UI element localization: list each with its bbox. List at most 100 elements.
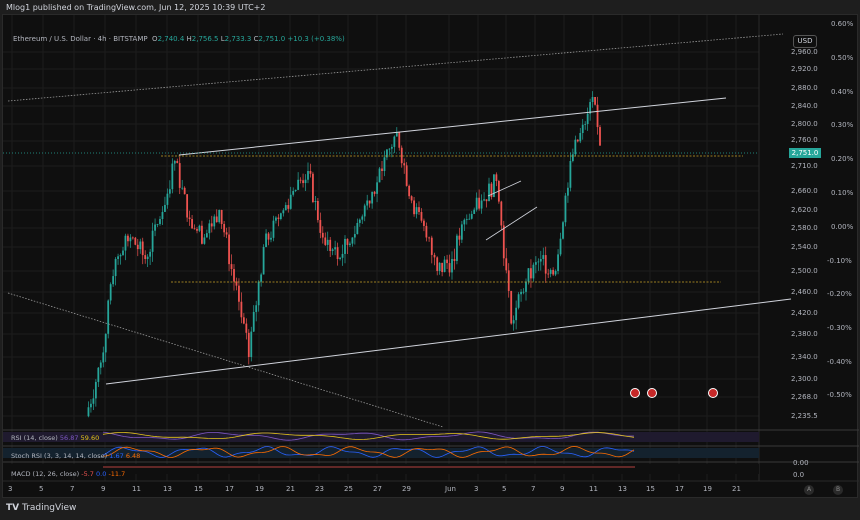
- candle-body: [493, 174, 495, 197]
- candle-body: [373, 191, 376, 194]
- chart-panel[interactable]: Ethereum / U.S. Dollar · 4h · BITSTAMP O…: [2, 14, 859, 499]
- price-tick-label: 2,340.0: [791, 353, 818, 361]
- candle-body: [314, 200, 317, 203]
- candle-body: [559, 238, 562, 255]
- candle-body: [112, 276, 115, 285]
- candle-body: [205, 233, 208, 238]
- auto-scale-button[interactable]: A: [804, 485, 814, 495]
- candle-body: [349, 243, 351, 245]
- macd-label: MACD (12, 26, close): [11, 470, 80, 478]
- candle-body: [386, 149, 388, 158]
- candle-body: [430, 237, 433, 255]
- last-price-tag: 2,751.0: [789, 148, 821, 158]
- candle-body: [161, 211, 164, 219]
- rsi-ma-line: [102, 432, 635, 440]
- candle-body: [331, 249, 334, 251]
- candle-body: [420, 211, 423, 221]
- candle-body: [425, 225, 428, 238]
- candle-body: [579, 133, 582, 142]
- candle-body: [433, 254, 436, 258]
- price-tick-label: 2,660.0: [791, 187, 818, 195]
- us-event-flag-icon[interactable]: [630, 388, 640, 398]
- candle-body: [390, 146, 393, 149]
- candle-body: [408, 185, 411, 197]
- candle-body: [527, 268, 530, 282]
- candle-body: [490, 183, 493, 197]
- candle-body: [99, 362, 102, 368]
- price-tick-label: 2,760.0: [791, 136, 818, 144]
- candle-body: [117, 256, 119, 259]
- macd-signal-value: -11.7: [108, 470, 126, 478]
- candle-body: [502, 225, 505, 259]
- candle-body: [589, 102, 592, 114]
- candle-body: [119, 255, 122, 257]
- candle-body: [485, 199, 488, 202]
- candle-body: [438, 262, 441, 271]
- candle-body: [218, 210, 221, 223]
- candle-body: [173, 161, 176, 164]
- currency-button[interactable]: USD: [793, 35, 817, 48]
- candle-body: [562, 222, 564, 239]
- candle-body: [358, 219, 361, 223]
- candle-body: [131, 237, 134, 239]
- candle-body: [260, 274, 263, 282]
- candle-body: [378, 168, 381, 183]
- log-scale-button[interactable]: B: [833, 485, 843, 495]
- candle-body: [149, 251, 152, 257]
- candle-body: [542, 255, 545, 259]
- candle-body: [109, 284, 112, 301]
- candle-body: [304, 179, 307, 184]
- candle-body: [102, 352, 105, 363]
- candle-body: [512, 320, 515, 324]
- candle-body: [307, 171, 309, 180]
- candle-body: [321, 232, 324, 238]
- candle-body: [344, 238, 346, 254]
- candle-body: [141, 241, 144, 256]
- candle-body: [297, 179, 300, 190]
- candle-body: [240, 301, 243, 318]
- stoch-d-line: [102, 446, 635, 458]
- candle-body: [363, 205, 366, 217]
- candle-body: [235, 281, 238, 286]
- candle-body: [525, 281, 527, 292]
- candle-body: [316, 200, 319, 221]
- candle-body: [210, 223, 213, 227]
- candle-body: [245, 323, 248, 333]
- chart-canvas[interactable]: [3, 15, 859, 499]
- x-tick-label: 7: [70, 485, 75, 493]
- price-tick-label: 2,800.0: [791, 120, 818, 128]
- candle-body: [441, 262, 444, 273]
- candle-body: [129, 237, 132, 242]
- candle-body: [270, 237, 272, 240]
- x-tick-label: 27: [373, 485, 382, 493]
- candle-body: [225, 232, 228, 235]
- candle-body: [191, 219, 193, 229]
- candle-body: [183, 187, 186, 195]
- candle-body: [186, 194, 189, 218]
- candle-body: [114, 259, 117, 277]
- us-event-flag-icon[interactable]: [647, 388, 657, 398]
- candle-body: [94, 381, 97, 399]
- x-tick-label: 13: [618, 485, 627, 493]
- candle-body: [247, 332, 250, 357]
- open-label: O: [152, 35, 158, 43]
- candle-body: [171, 163, 174, 190]
- price-tick-label: 2,710.0: [791, 162, 818, 170]
- candle-body: [532, 264, 535, 279]
- candle-body: [388, 148, 391, 150]
- rsi-value: 56.87: [59, 434, 79, 442]
- channel-lower-line: [105, 298, 792, 385]
- close-value: 2,751.0: [258, 35, 286, 43]
- candle-body: [415, 207, 418, 215]
- symbol-name: Ethereum / U.S. Dollar · 4h · BITSTAMP: [13, 35, 148, 43]
- candle-body: [356, 222, 359, 235]
- price-tick-label: 2,840.0: [791, 102, 818, 110]
- candle-body: [451, 259, 453, 273]
- percent-tick-label: 0.30%: [831, 121, 854, 129]
- candle-body: [122, 250, 124, 256]
- candle-body: [257, 281, 260, 306]
- candle-body: [410, 196, 413, 201]
- candle-body: [215, 216, 218, 223]
- us-event-flag-icon[interactable]: [708, 388, 718, 398]
- candle-body: [242, 317, 245, 324]
